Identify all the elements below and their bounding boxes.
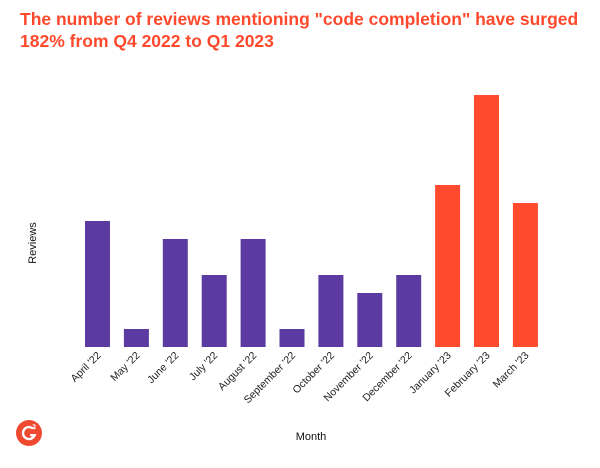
bar-0 [85,221,110,347]
logo-g-mark [21,425,37,441]
bar-8 [396,275,422,347]
x-axis-label: Month [296,431,327,443]
y-axis-label: Reviews [27,222,39,264]
logo-sup-mark [31,424,36,430]
bar-1 [123,329,149,347]
bar-11 [512,203,538,347]
x-tick-label: June '22 [145,350,181,386]
g2-logo [16,420,42,446]
logo-circle [16,420,42,446]
bar-7 [357,293,383,347]
x-tick-label: May '22 [108,350,142,384]
chart-title: The number of reviews mentioning "code c… [20,9,579,51]
bar-6 [318,275,344,347]
bars-group [85,95,538,347]
bar-2 [162,239,188,347]
x-tick-label: July '22 [187,350,221,384]
x-tick-label: April '22 [69,350,104,385]
bar-3 [201,275,227,347]
bar-9 [435,185,461,347]
bar-10 [474,95,499,347]
x-tick-label: March '23 [491,350,532,391]
bar-4 [240,239,266,347]
bar-5 [279,329,305,347]
